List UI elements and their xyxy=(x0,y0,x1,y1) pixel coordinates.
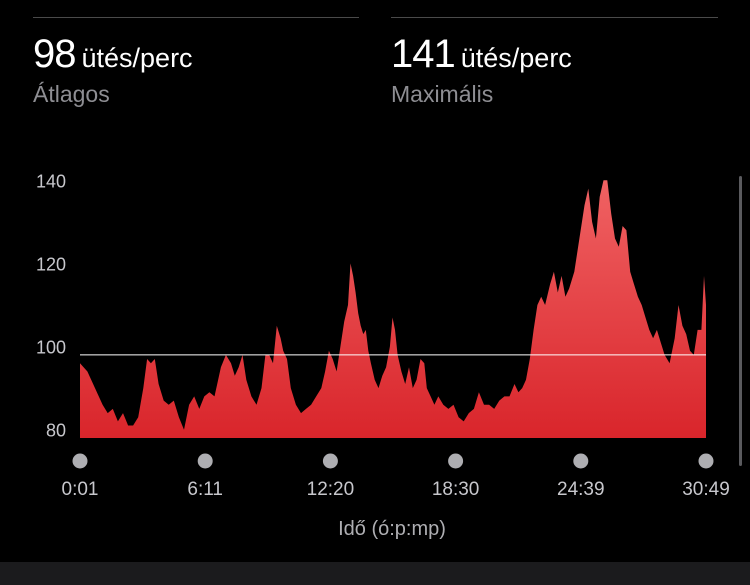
x-tick-label: 30:49 xyxy=(682,479,730,500)
x-tick-label: 24:39 xyxy=(557,479,605,500)
y-tick-label: 140 xyxy=(36,171,66,191)
y-tick-label: 80 xyxy=(46,421,66,441)
divider xyxy=(391,17,718,18)
x-tick-dot xyxy=(72,453,88,469)
maximum-stat: 141 ütés/perc Maximális xyxy=(391,17,718,108)
x-tick-dot xyxy=(448,453,464,469)
maximum-value: 141 xyxy=(391,32,456,76)
y-axis: 80 100 120 140 xyxy=(36,171,66,440)
scroll-indicator xyxy=(739,176,742,466)
average-label: Átlagos xyxy=(33,81,110,107)
x-tick-dot xyxy=(197,453,213,469)
average-stat: 98 ütés/perc Átlagos xyxy=(33,17,359,108)
x-tick-dot xyxy=(573,453,589,469)
x-tick-dot xyxy=(322,453,338,469)
average-unit: ütés/perc xyxy=(81,43,193,73)
y-tick-label: 100 xyxy=(36,338,66,358)
x-axis-label: Idő (ó:p:mp) xyxy=(338,518,446,540)
x-tick-label: 0:01 xyxy=(62,479,99,500)
divider xyxy=(33,17,359,18)
y-tick-label: 120 xyxy=(36,254,66,274)
x-tick-label: 18:30 xyxy=(432,479,480,500)
x-tick-label: 6:11 xyxy=(187,479,223,500)
average-value: 98 xyxy=(33,32,76,76)
bottom-bar xyxy=(0,562,750,585)
x-axis: 0:01 6:11 12:20 18:30 24:39 30:49 xyxy=(62,453,730,500)
heart-rate-chart: 80 100 120 140 0:01 6:11 12:20 18:30 24:39 30:49… xyxy=(36,171,730,540)
maximum-label: Maximális xyxy=(391,81,494,107)
maximum-unit: ütés/perc xyxy=(460,43,572,73)
x-tick-dot xyxy=(698,453,714,469)
heart-rate-area xyxy=(80,180,706,439)
x-tick-label: 12:20 xyxy=(307,479,355,500)
